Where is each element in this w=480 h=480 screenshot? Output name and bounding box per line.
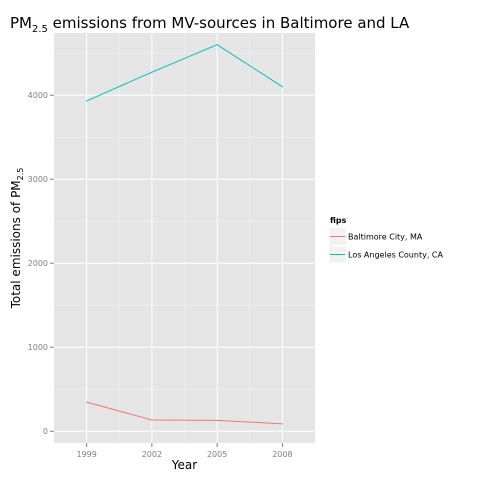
legend-label: Baltimore City, MA [348,233,423,242]
y-tick-label: 2000 [28,259,48,268]
data-point [86,401,88,403]
series-line-1 [86,44,283,102]
x-tick-label: 2008 [272,450,292,459]
y-axis-title-main: Total emissions of PM [9,180,23,309]
x-tick-label: 2005 [207,450,227,459]
legend: fips Baltimore City, MA Los Angeles Count… [328,216,443,264]
series-layer [86,44,283,425]
data-point [151,71,153,73]
series-line-0 [86,401,283,425]
data-point [216,419,218,421]
legend-items: Baltimore City, MA Los Angeles County, CA [328,227,443,264]
y-tick-label: 0 [43,427,48,436]
data-point [281,86,283,88]
data-point [151,419,153,421]
y-tick-label: 3000 [28,175,48,184]
data-point [86,100,88,102]
title-main: PM [10,14,32,32]
data-point [216,44,218,46]
legend-label: Los Angeles County, CA [348,251,443,260]
y-tick-label: 4000 [28,91,48,100]
grid-minor [54,33,315,443]
ticks-layer: 0 1000 2000 3000 4000 1999 2002 2005 2008 [28,91,293,459]
y-axis-title-subscript: 2.5 [16,168,25,181]
y-tick-label: 1000 [28,343,48,352]
legend-title: fips [330,216,347,225]
x-axis-title: Year [171,458,197,472]
title-rest: emissions from MV-sources in Baltimore a… [48,14,410,32]
title-subscript: 2.5 [32,24,48,35]
x-tick-label: 2002 [142,450,162,459]
chart-title: PM2.5 emissions from MV-sources in Balti… [10,14,410,35]
x-tick-label: 1999 [76,450,96,459]
y-axis-title: Total emissions of PM2.5 [9,168,25,310]
data-point [281,423,283,425]
